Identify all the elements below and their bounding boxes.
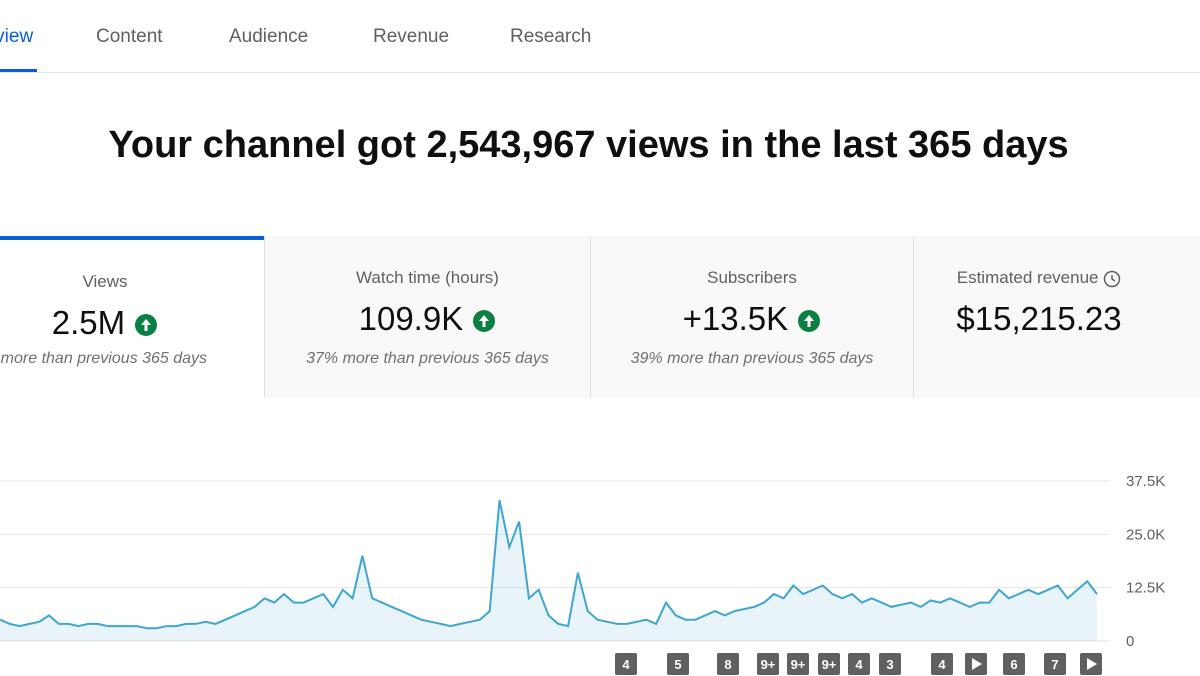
card-label: Views: [82, 272, 128, 291]
card-note: 39% more than previous 365 days: [630, 350, 874, 367]
marker[interactable]: 7: [1044, 653, 1066, 675]
y-tick-label: 37.5K: [1126, 473, 1165, 490]
card-label: Estimated revenue: [896, 268, 1182, 288]
marker[interactable]: 8: [717, 653, 739, 675]
play-marker[interactable]: [965, 653, 987, 675]
marker-box: [879, 653, 901, 675]
value-text: 2.5M: [51, 304, 126, 341]
marker-box: [667, 653, 689, 675]
marker-box: [717, 653, 739, 675]
up-icon: [473, 310, 496, 333]
marker[interactable]: 5: [667, 653, 689, 675]
marker-box: [757, 653, 779, 675]
marker-label: 9+: [791, 657, 806, 672]
tab-indicator: [0, 69, 37, 72]
card-note: 37% more than previous 365 days: [306, 350, 549, 367]
marker-box: [1044, 653, 1066, 675]
marker[interactable]: 3: [879, 653, 901, 675]
metric-card[interactable]: Watch time (hours) 109.9K 37% more than …: [264, 236, 590, 398]
card-value: 109.9K: [265, 300, 590, 338]
y-tick-label: 12.5K: [1126, 580, 1165, 597]
headline: Your channel got 2,543,967 views in the …: [108, 124, 1069, 166]
marker-label: 9+: [822, 657, 837, 672]
card-value: +13.5K: [591, 300, 913, 338]
marker-box: [818, 653, 840, 675]
up-icon: [798, 310, 821, 333]
marker[interactable]: 4: [848, 653, 870, 675]
tab[interactable]: Overview: [0, 26, 34, 47]
tab-bar: Overview Content Audience Revenue Resear…: [0, 0, 1200, 73]
metric-card[interactable]: Views 2.5M % more than previous 365 days: [0, 236, 264, 398]
marker-label: 7: [1051, 657, 1058, 672]
y-tick-label: 0: [1126, 633, 1134, 650]
label-text: Estimated revenue: [956, 268, 1099, 287]
marker[interactable]: 4: [615, 653, 637, 675]
marker-label: 4: [622, 657, 630, 672]
marker-label: 4: [938, 657, 946, 672]
marker-box: [1003, 653, 1025, 675]
marker-label: 6: [1010, 657, 1017, 672]
marker-label: 9+: [761, 657, 776, 672]
tab[interactable]: Content: [96, 26, 163, 47]
card-label: Subscribers: [707, 268, 797, 287]
clock-icon: [1103, 270, 1121, 287]
metric-card[interactable]: Subscribers +13.5K 39% more than previou…: [590, 236, 913, 398]
card-value: 2.5M: [0, 304, 237, 342]
card-note: % more than previous 365 days: [0, 350, 208, 367]
area: [0, 500, 1097, 641]
marker[interactable]: 9+: [787, 653, 809, 675]
marker[interactable]: 9+: [757, 653, 779, 675]
line: [0, 499, 1098, 630]
up-icon: [135, 314, 158, 337]
value-text: +13.5K: [682, 300, 789, 337]
tab[interactable]: Audience: [229, 26, 309, 47]
card-value: $15,215.23: [956, 300, 1122, 337]
card-label: Watch time (hours): [356, 268, 499, 287]
marker-box: [615, 653, 637, 675]
y-tick-label: 25.0K: [1126, 526, 1165, 543]
tab[interactable]: Revenue: [373, 26, 450, 47]
marker-box: [848, 653, 870, 675]
marker-box: [931, 653, 953, 675]
marker[interactable]: 6: [1003, 653, 1025, 675]
play-marker[interactable]: [1080, 653, 1102, 675]
marker-label: 3: [886, 657, 893, 672]
marker[interactable]: 9+: [818, 653, 840, 675]
tab[interactable]: Research: [510, 26, 592, 47]
metric-card[interactable]: Estimated revenue $15,215.23: [913, 236, 1200, 398]
chart: 0 12.5K 25.0K 37.5K 4 5 8 9+ 9+ 9+ 4 3 4 6 7: [0, 473, 1165, 675]
marker-label: 8: [724, 657, 731, 672]
value-text: 109.9K: [358, 300, 464, 337]
marker[interactable]: 4: [931, 653, 953, 675]
marker-box: [787, 653, 809, 675]
marker-label: 4: [855, 657, 863, 672]
marker-label: 5: [674, 657, 681, 672]
